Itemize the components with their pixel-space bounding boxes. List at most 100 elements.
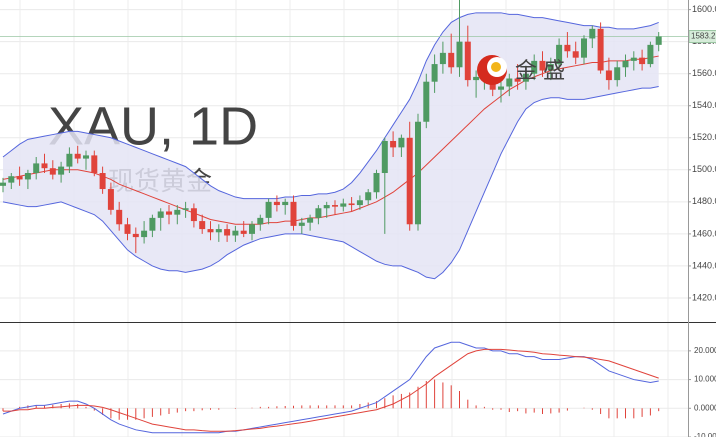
candle-body [390,140,397,148]
candle-body [464,41,471,81]
candle-body [49,168,56,175]
candle-body [605,70,612,81]
y-tick-label: 1440.00 [692,260,716,270]
candle-body [431,64,438,82]
candle-body [207,229,214,233]
candle-body [406,137,413,225]
bollinger-lower [2,86,659,280]
y-tick-label: 1500.00 [692,164,716,174]
candle-body [589,28,596,39]
y-tick-label: 1480.00 [692,196,716,206]
candle-body [373,173,380,193]
candle-body [124,224,131,234]
candle-body [514,78,521,82]
candle-body [24,173,31,180]
candle-body [8,176,15,183]
candle-body [107,189,114,210]
logo-icon-sun [491,62,501,72]
last-price-label: 1583.21 [691,32,716,41]
macd-dif [2,341,659,434]
candle-body [232,230,239,236]
candle-body [614,67,621,81]
candle-body [556,44,563,65]
candle-body [83,155,89,159]
candle-body [182,208,189,210]
candle-body [74,153,81,159]
candle-body [597,28,604,71]
candle-body [273,201,280,206]
candle-body [99,173,106,190]
candle-body [41,163,48,169]
candle-body [365,192,372,201]
candle-body [448,52,455,68]
candle-body [647,44,654,65]
candle-body [423,81,430,122]
candle-body [332,205,338,207]
y-tick-label: 1600.00 [692,4,716,14]
candle-body [149,217,156,231]
candle-body [282,201,289,206]
bollinger-upper [2,12,659,200]
candle-body [639,57,646,65]
candle-body [190,208,197,222]
candle-body [174,209,181,215]
y-tick-label: 1540.00 [692,100,716,110]
candle-body [340,203,347,207]
y-tick-label: 1460.00 [692,228,716,238]
candle-body [290,201,297,226]
candle-body [240,230,247,234]
candle-body [581,38,587,58]
candle-body [116,209,123,225]
candle-body [473,76,480,81]
candle-body [58,166,65,175]
macd-dea [3,348,659,432]
candle-body [498,86,504,90]
candle-body [16,176,23,180]
y-tick-label: 1420.00 [692,292,716,302]
candle-body [0,182,6,186]
candle-body [506,78,513,87]
candle-body [257,217,264,225]
candle-body [415,121,421,225]
candle-body [630,57,637,61]
candle-body [622,60,629,68]
candle-body [298,222,305,226]
candle-body [249,224,255,234]
candle-body [157,211,164,218]
candle-body [199,221,206,230]
bollinger-mid [2,55,659,225]
y-tick-label: 1560.00 [692,68,716,78]
logo-text: 金 盛 [515,58,565,83]
candle-body [166,211,172,215]
candle-body [655,36,662,45]
y-tick-label: -10.0000 [694,432,716,437]
candle-body [564,44,571,52]
candle-body [315,208,322,218]
candle-body [572,51,579,58]
y-tick-label: 10.0000 [694,375,716,384]
candle-body [398,137,405,148]
candle-body [348,203,355,206]
candle-body [456,41,463,68]
candle-body [215,229,222,233]
candle-body [539,60,546,71]
candle-body [356,200,363,206]
candle-body [66,153,73,167]
candle-body [224,229,231,236]
candle-body [141,230,148,238]
candle-body [91,155,98,174]
candle-body [522,73,529,82]
y-tick-label: 20.0000 [694,346,716,355]
candle-body [547,64,554,71]
candle-body [33,163,40,174]
y-tick-label: 0.0000 [694,403,716,412]
y-tick-label: 1520.00 [692,132,716,142]
candle-body [323,205,330,209]
candle-body [307,217,314,223]
candle-body [381,140,388,174]
candle-body [439,52,446,65]
candle-body [132,233,139,238]
candle-body [265,201,272,218]
candle-body [531,60,538,74]
